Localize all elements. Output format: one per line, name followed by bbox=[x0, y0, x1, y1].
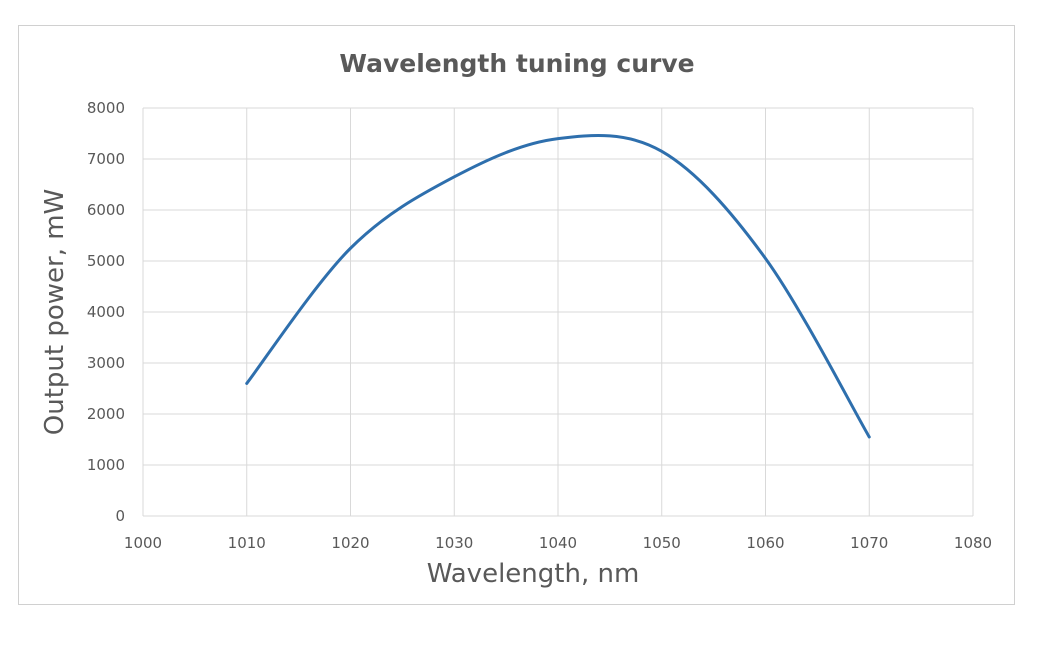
grid-layer bbox=[142, 107, 974, 517]
x-tick-label: 1030 bbox=[435, 534, 473, 552]
x-tick-label: 1000 bbox=[124, 534, 162, 552]
y-tick-label: 4000 bbox=[87, 303, 125, 321]
x-tick-label: 1020 bbox=[331, 534, 369, 552]
x-tick-label: 1060 bbox=[746, 534, 784, 552]
y-tick-label: 1000 bbox=[87, 456, 125, 474]
y-tick-label: 2000 bbox=[87, 405, 125, 423]
x-tick-label: 1040 bbox=[539, 534, 577, 552]
x-tick-label: 1010 bbox=[228, 534, 266, 552]
y-tick-label: 3000 bbox=[87, 354, 125, 372]
chart-svg: Wavelength tuning curve 0 1000 2000 3000 400… bbox=[40, 49, 992, 589]
y-axis-title: Output power, mW bbox=[40, 189, 70, 436]
x-tick-label: 1080 bbox=[954, 534, 992, 552]
y-tick-label: 0 bbox=[115, 507, 125, 525]
y-tick-label: 7000 bbox=[87, 150, 125, 168]
x-tick-label: 1050 bbox=[643, 534, 681, 552]
chart-title: Wavelength tuning curve bbox=[339, 49, 694, 78]
series-layer bbox=[245, 134, 871, 439]
y-tick-labels: 0 1000 2000 3000 4000 5000 6000 7000 8000 bbox=[87, 99, 125, 525]
x-axis-title: Wavelength, nm bbox=[427, 559, 640, 589]
y-tick-label: 5000 bbox=[87, 252, 125, 270]
series-line-0 bbox=[245, 134, 871, 439]
y-tick-label: 8000 bbox=[87, 99, 125, 117]
chart-area: Wavelength tuning curve 0 1000 2000 3000 400… bbox=[18, 25, 1015, 605]
y-tick-label: 6000 bbox=[87, 201, 125, 219]
x-tick-labels: 1000 1010 1020 1030 1040 1050 1060 1070 1080 bbox=[124, 534, 992, 552]
x-tick-label: 1070 bbox=[850, 534, 888, 552]
